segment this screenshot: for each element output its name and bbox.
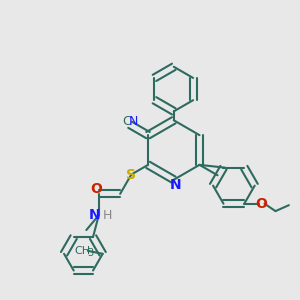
- Text: N: N: [129, 115, 138, 128]
- Text: 3: 3: [87, 248, 93, 258]
- Text: O: O: [90, 182, 102, 197]
- Text: CH: CH: [74, 246, 91, 256]
- Text: N: N: [169, 178, 181, 192]
- Text: S: S: [126, 167, 136, 182]
- Text: O: O: [256, 197, 268, 211]
- Text: H: H: [102, 209, 112, 222]
- Text: C: C: [122, 115, 131, 128]
- Text: N: N: [88, 208, 100, 222]
